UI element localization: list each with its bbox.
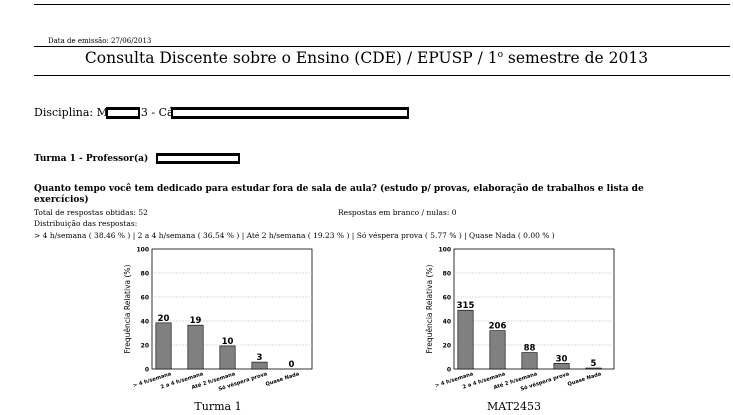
header-rule-top [34,46,730,47]
y-tick-label: 60 [443,295,451,302]
x-tick-label: Quase Nada [265,371,301,388]
y-axis-label: Frequência Relativa (%) [123,264,132,353]
y-tick-label: 20 [443,343,451,350]
data-label: 10 [222,337,234,347]
data-label: 19 [190,316,202,326]
y-tick-label: 40 [141,319,149,326]
distribution-label: Distribuição das respostas: [34,219,138,228]
bar [457,309,474,370]
data-label: 20 [158,314,170,324]
bar [521,352,538,370]
data-label: 5 [591,359,597,369]
y-tick-label: 80 [141,271,149,278]
data-label: 0 [289,360,295,370]
data-label: 88 [524,344,536,354]
bar [489,330,506,370]
y-axis-label: Frequência Relativa (%) [425,264,434,353]
bar [585,367,602,370]
bar [187,324,204,370]
y-tick-label: 20 [141,343,149,350]
y-tick-label: 0 [447,367,451,374]
data-label: 3 [257,353,263,363]
page-title-tail: semestre de 2013 [503,49,649,67]
total-responses: Total de respostas obtidas: 52 [34,208,148,217]
disciplina-label: Disciplina: M [34,106,108,119]
disciplina-code-tail: 3 - Cá [140,106,174,119]
chart-turma-caption: Turma 1 [194,400,242,413]
page-title-sup: o [497,49,503,60]
emission-date: Data de emissão: 27/06/2013 [48,37,152,45]
bar [553,363,570,370]
y-tick-label: 0 [145,367,149,374]
y-tick-label: 100 [438,247,451,254]
x-tick-label: Quase Nada [567,371,603,388]
data-label: 315 [457,301,475,311]
plot-area [453,248,615,370]
redaction-box [171,107,409,119]
question-text: Quanto tempo você tem dedicado para estu… [34,184,644,205]
disciplina-line: Disciplina: M 3 - Cá [34,106,174,119]
bar [251,361,268,370]
redaction-box [156,153,240,164]
redaction-box [106,107,140,119]
top-rule [34,4,730,5]
chart-mat-caption: MAT2453 [487,400,541,413]
data-label: 206 [489,322,507,332]
bar [155,322,172,370]
data-label: 30 [556,354,568,364]
y-tick-label: 40 [443,319,451,326]
header-rule-bottom [34,75,730,76]
blank-responses: Respostas em branco / nulas: 0 [338,208,457,217]
y-tick-label: 60 [141,295,149,302]
bar [219,345,236,370]
turma-heading: Turma 1 - Professor(a) [34,154,149,164]
page-title-main: Consulta Discente sobre o Ensino (CDE) /… [84,49,498,67]
y-tick-label: 80 [443,271,451,278]
y-tick-label: 100 [136,247,149,254]
page-title: Consulta Discente sobre o Ensino (CDE) /… [0,49,733,67]
distribution-values: > 4 h/semana ( 38.46 % ) | 2 a 4 h/seman… [34,231,555,240]
